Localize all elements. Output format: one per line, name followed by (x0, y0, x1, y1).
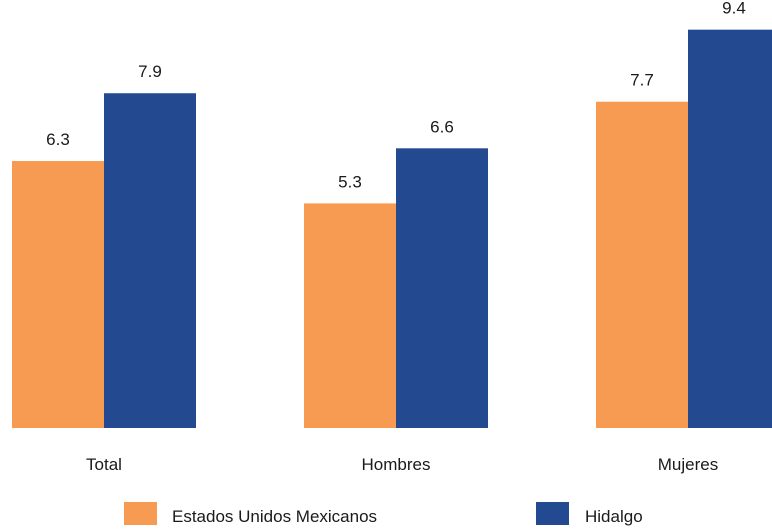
category-labels-group: Total Hombres Mujeres (86, 455, 718, 474)
value-label-hidalgo-mujeres: 9.4 (722, 0, 746, 18)
value-label-estados-unidos-mexicanos-total: 6.3 (46, 130, 70, 149)
bars-group (12, 29, 772, 429)
bar-hidalgo-hombres (396, 148, 488, 428)
category-label-total: Total (86, 455, 122, 474)
legend-swatch-estados-unidos-mexicanos (124, 502, 157, 525)
value-labels-group: 6.3 5.3 7.7 7.9 6.6 9.4 (46, 0, 746, 191)
bar-estados-unidos-mexicanos-total (12, 161, 104, 428)
bar-estados-unidos-mexicanos-mujeres (596, 101, 688, 428)
legend: Estados Unidos Mexicanos Hidalgo (124, 502, 643, 526)
bar-hidalgo-total (104, 93, 196, 428)
bar-estados-unidos-mexicanos-hombres (304, 203, 396, 428)
value-label-estados-unidos-mexicanos-hombres: 5.3 (338, 172, 362, 191)
category-label-hombres: Hombres (362, 455, 431, 474)
value-label-hidalgo-total: 7.9 (138, 62, 162, 81)
bar-hidalgo-mujeres (688, 29, 772, 429)
legend-label-hidalgo: Hidalgo (585, 507, 643, 526)
value-label-estados-unidos-mexicanos-mujeres: 7.7 (630, 71, 654, 90)
legend-swatch-hidalgo (536, 502, 569, 525)
value-label-hidalgo-hombres: 6.6 (430, 117, 454, 136)
legend-label-estados-unidos-mexicanos: Estados Unidos Mexicanos (172, 507, 377, 526)
category-label-mujeres: Mujeres (658, 455, 718, 474)
